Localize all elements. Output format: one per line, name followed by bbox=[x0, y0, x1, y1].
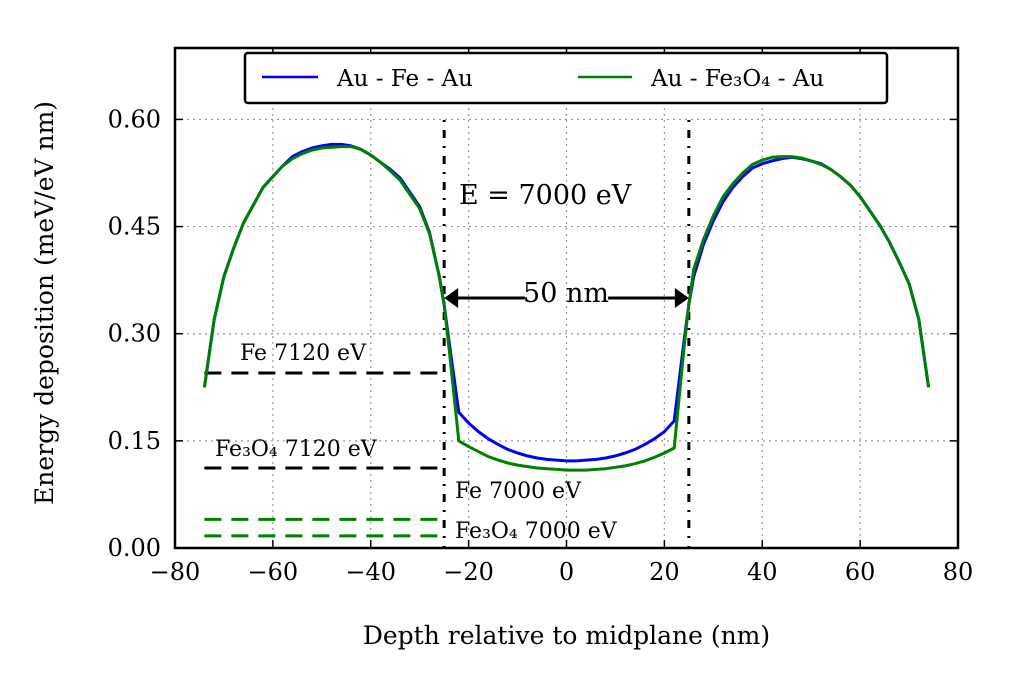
y-tick-label: 0.45 bbox=[108, 213, 161, 241]
x-tick-label: 20 bbox=[649, 558, 680, 586]
fe-7000-label: Fe 7000 eV bbox=[455, 479, 582, 504]
y-tick-label: 0.30 bbox=[108, 320, 161, 348]
x-tick-label: −80 bbox=[150, 558, 201, 586]
energy-annotation: E = 7000 eV bbox=[459, 180, 632, 211]
fe3o4-7120-label: Fe₃O₄ 7120 eV bbox=[215, 437, 378, 462]
x-tick-label: 0 bbox=[559, 558, 574, 586]
fe3o4-7000-label: Fe₃O₄ 7000 eV bbox=[455, 519, 618, 544]
y-tick-label: 0.15 bbox=[108, 427, 161, 455]
x-tick-label: 80 bbox=[943, 558, 974, 586]
legend-label-fe3o4: Au - Fe₃O₄ - Au bbox=[650, 66, 824, 92]
y-tick-label: 0.00 bbox=[108, 534, 161, 562]
series-line-fe3o4 bbox=[202, 145, 931, 472]
width-annotation: 50 nm bbox=[523, 278, 609, 309]
fe-7120-label: Fe 7120 eV bbox=[240, 341, 367, 366]
legend-box bbox=[243, 51, 889, 105]
arrow-head-left bbox=[444, 288, 459, 308]
arrow-head-right bbox=[674, 288, 689, 308]
x-tick-label: 40 bbox=[747, 558, 778, 586]
x-tick-label: 60 bbox=[845, 558, 876, 586]
grid bbox=[175, 48, 958, 548]
width-arrow bbox=[444, 288, 689, 308]
series-lines bbox=[202, 142, 931, 472]
annotations: E = 7000 eV 50 nm Fe 7120 eV Fe₃O₄ 7120 … bbox=[215, 180, 632, 544]
tick-labels: −80 −60 −40 −20 0 20 40 60 80 0.00 0.15 0.30 0.45 0.6… bbox=[108, 105, 974, 586]
y-tick-label: 0.60 bbox=[108, 105, 161, 133]
legend-label-fe: Au - Fe - Au bbox=[336, 66, 473, 92]
y-axis-title: Energy deposition (meV/eV nm) bbox=[30, 101, 59, 505]
x-tick-label: −40 bbox=[345, 558, 396, 586]
x-tick-label: −60 bbox=[248, 558, 299, 586]
reference-lines bbox=[204, 371, 440, 538]
x-tick-label: −20 bbox=[443, 558, 494, 586]
legend: Au - Fe - Au Au - Fe₃O₄ - Au bbox=[243, 51, 889, 105]
plot-frame bbox=[173, 46, 960, 550]
x-axis-title: Depth relative to midplane (nm) bbox=[363, 621, 770, 650]
